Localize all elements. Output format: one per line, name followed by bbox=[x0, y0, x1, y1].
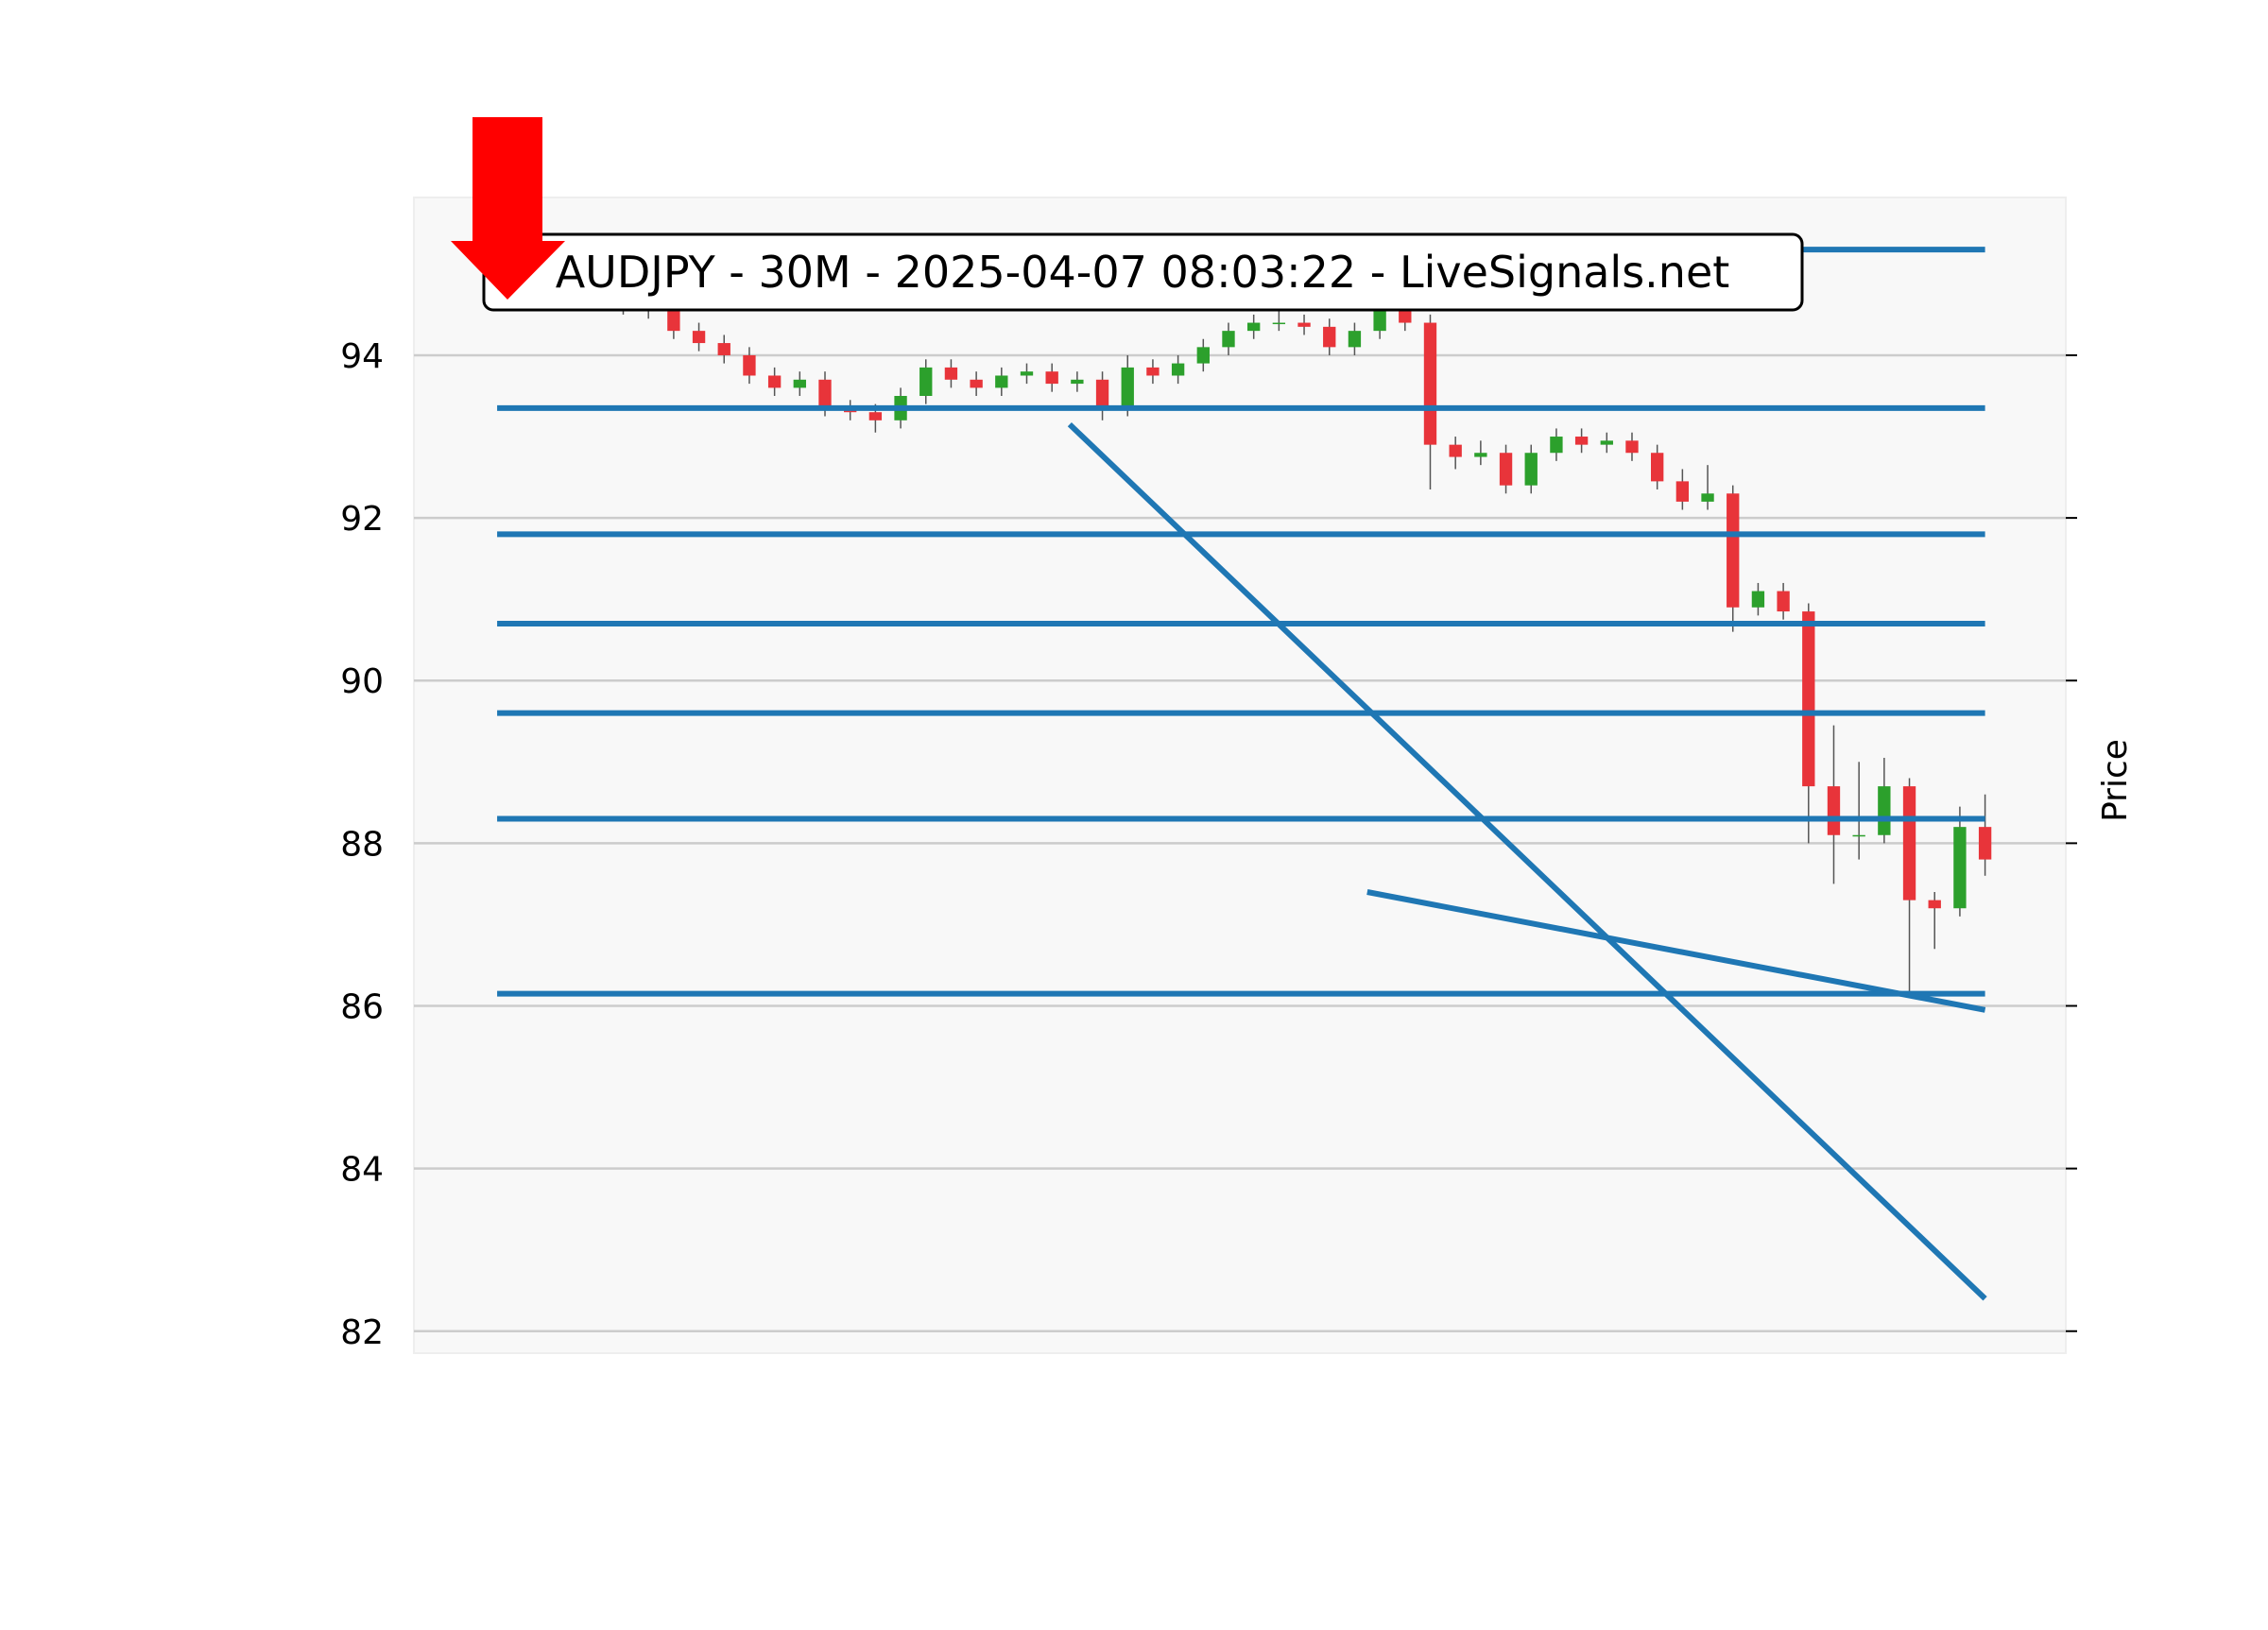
candle-body bbox=[1978, 827, 1992, 860]
candle-body bbox=[1574, 437, 1589, 445]
candle-body bbox=[1449, 444, 1462, 457]
candle-body bbox=[1701, 493, 1714, 502]
y-tick-label: 82 bbox=[340, 1313, 384, 1352]
candle-body bbox=[1146, 367, 1160, 376]
candle-body bbox=[1196, 347, 1210, 364]
trend-line bbox=[1366, 889, 1986, 1013]
candle-body bbox=[1171, 363, 1185, 376]
candle-body bbox=[1121, 367, 1134, 408]
candle-body bbox=[717, 343, 730, 355]
plot-area bbox=[413, 197, 2067, 1354]
candle-body bbox=[919, 367, 933, 397]
candle-body bbox=[1727, 493, 1740, 608]
candle-body bbox=[1373, 310, 1386, 332]
candle-body bbox=[1297, 322, 1311, 327]
candle-body bbox=[1625, 440, 1639, 454]
candle-body bbox=[1802, 611, 1815, 787]
candle-body bbox=[1751, 591, 1765, 608]
sell-arrow bbox=[451, 117, 565, 300]
y-tick-label: 88 bbox=[340, 825, 384, 864]
candle-body bbox=[767, 375, 782, 388]
candle-body bbox=[1550, 437, 1563, 454]
candle-body bbox=[743, 354, 756, 376]
candle-body bbox=[1272, 322, 1286, 325]
candle-body bbox=[1247, 322, 1261, 332]
candle-body bbox=[944, 367, 958, 380]
plot-content bbox=[414, 247, 2066, 1333]
y-tick-label: 94 bbox=[340, 337, 384, 376]
candle-body bbox=[1045, 371, 1058, 385]
y-tick-label: 84 bbox=[340, 1151, 384, 1190]
candle-body bbox=[1675, 481, 1690, 502]
y-tick-label: 86 bbox=[340, 987, 384, 1026]
candle-body bbox=[1524, 453, 1538, 486]
y-tick-label: 92 bbox=[340, 500, 384, 539]
candle-body bbox=[1474, 453, 1487, 457]
candle-body bbox=[1399, 310, 1412, 323]
candle-body bbox=[1020, 371, 1034, 376]
candle-body bbox=[1323, 326, 1336, 348]
candle-body bbox=[1928, 900, 1941, 909]
candle-body bbox=[1071, 379, 1084, 385]
candle-body bbox=[818, 379, 832, 408]
candle-body bbox=[1878, 786, 1891, 835]
candle-body bbox=[1095, 379, 1109, 408]
arrow-shaft bbox=[472, 117, 542, 242]
candle-body bbox=[1650, 453, 1664, 482]
candle-body bbox=[1348, 331, 1362, 348]
candle-body bbox=[1953, 827, 1967, 909]
chart-title: AUDJPY - 30M - 2025-04-07 08:03:22 - Liv… bbox=[556, 247, 1730, 298]
candle-body bbox=[995, 375, 1008, 388]
candle-body bbox=[667, 310, 680, 332]
candle-body bbox=[868, 412, 883, 420]
candle-body bbox=[1222, 331, 1235, 348]
candle-body bbox=[1600, 440, 1613, 445]
candle-body bbox=[1827, 786, 1841, 835]
candle-body bbox=[692, 331, 706, 344]
arrow-head bbox=[451, 241, 565, 300]
y-tick-label: 90 bbox=[340, 662, 384, 701]
candle-body bbox=[1423, 322, 1437, 445]
candle-body bbox=[793, 379, 806, 388]
candle-body bbox=[1499, 453, 1513, 486]
candle-body bbox=[970, 379, 983, 388]
trend-line bbox=[1067, 421, 1987, 1301]
candle-body bbox=[1902, 786, 1916, 901]
candle-body bbox=[1852, 834, 1865, 837]
candle-body bbox=[1777, 591, 1790, 612]
y-axis-label: Price bbox=[2096, 739, 2135, 822]
